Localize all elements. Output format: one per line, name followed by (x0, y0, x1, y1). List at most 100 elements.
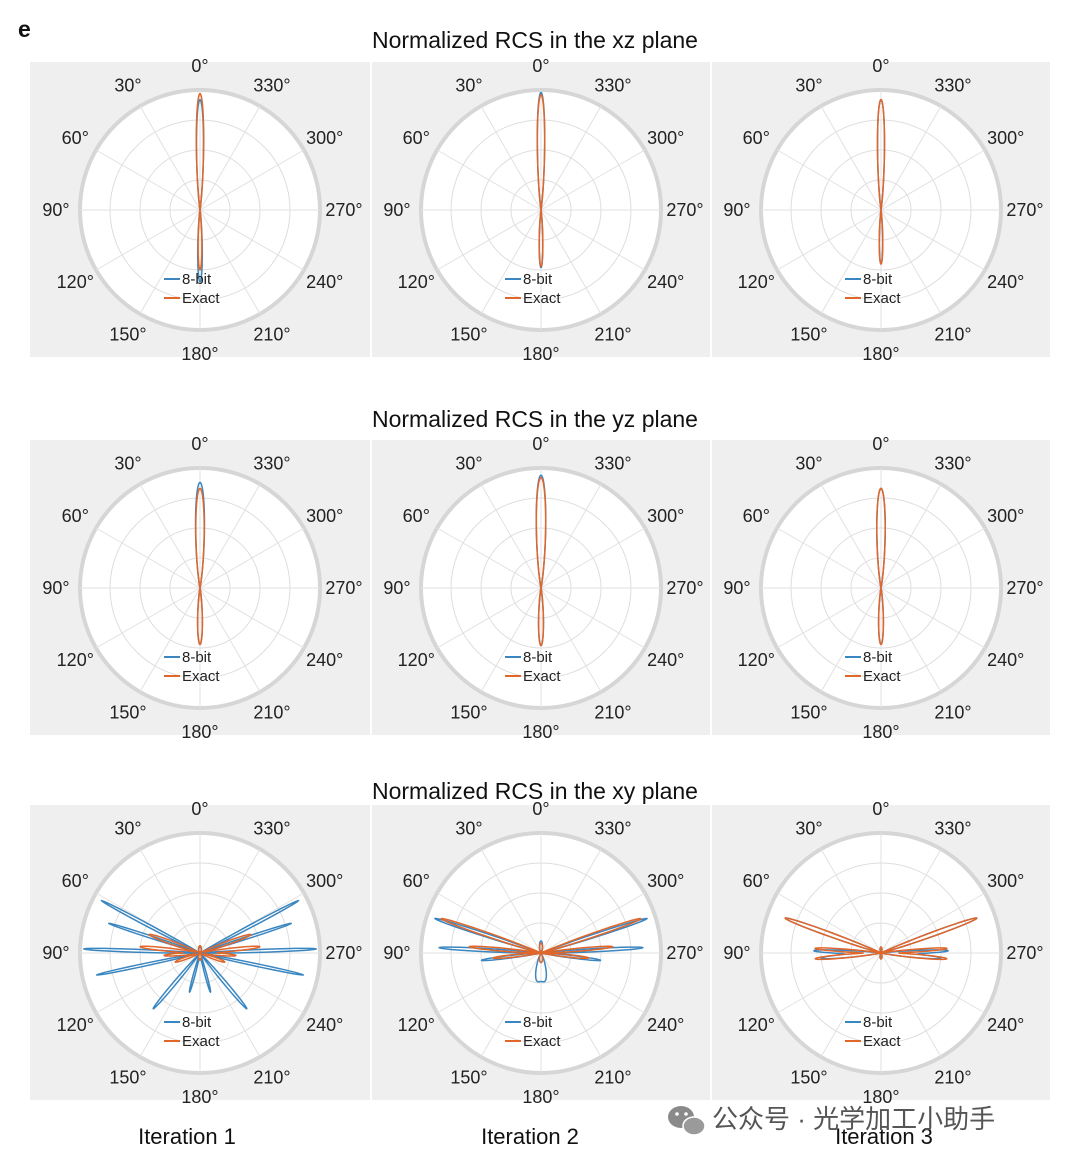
angular-grid-line (540, 587, 646, 649)
angular-grid-line (199, 587, 305, 649)
angle-tick-label: 270° (325, 200, 362, 220)
polar-panel: 0° 30° 60° 90° 120° 150° 180° 210° 240° 270° 300° 3… (30, 799, 370, 1107)
angular-grid-line (880, 105, 942, 211)
watermark: 公众号 · 光学加工小助手 (668, 1104, 995, 1136)
angle-tick-label: 180° (181, 344, 218, 364)
angle-tick-label: 330° (934, 453, 971, 473)
angle-tick-label: 60° (403, 128, 430, 148)
angular-grid-line (820, 587, 882, 693)
angle-tick-label: 150° (109, 703, 146, 723)
angular-grid-line (95, 527, 201, 589)
angular-grid-line (820, 105, 882, 211)
angle-tick-label: 0° (191, 434, 208, 454)
angle-tick-label: 60° (62, 871, 89, 891)
angle-tick-label: 180° (181, 1087, 218, 1107)
angle-tick-label: 0° (872, 799, 889, 819)
angle-tick-label: 90° (383, 943, 410, 963)
polar-panel: 0° 30° 60° 90° 120° 150° 180° 210° 240° 270° 300° 3… (712, 56, 1050, 364)
legend-entry: Exact (182, 668, 220, 685)
angle-tick-label: 30° (455, 75, 482, 95)
series-line-exact (440, 917, 642, 964)
angle-tick-label: 90° (723, 943, 750, 963)
angle-tick-label: 120° (57, 1015, 94, 1035)
angle-tick-label: 300° (647, 871, 684, 891)
legend: 8-bit Exact (505, 271, 561, 307)
series-line-exact (536, 94, 546, 268)
angle-tick-label: 0° (872, 434, 889, 454)
polar-panel: 0° 30° 60° 90° 120° 150° 180° 210° 240° 270° 300° 3… (712, 434, 1050, 742)
angle-tick-label: 270° (1006, 200, 1043, 220)
angular-grid-line (880, 892, 986, 954)
angular-grid-line (480, 952, 542, 1058)
angle-tick-label: 240° (647, 650, 684, 670)
polar-panel: 0° 30° 60° 90° 120° 150° 180° 210° 240° 270° 300° 3… (372, 799, 710, 1107)
angle-tick-label: 0° (191, 799, 208, 819)
angular-grid-line (436, 952, 542, 1014)
angular-grid-line (199, 527, 305, 589)
angle-tick-label: 300° (987, 128, 1024, 148)
legend-entry: Exact (863, 290, 901, 307)
angle-tick-label: 0° (532, 434, 549, 454)
angular-grid-line (199, 952, 261, 1058)
row-title: Normalized RCS in the xy plane (372, 778, 698, 804)
angular-grid-line (436, 209, 542, 271)
angle-tick-label: 30° (455, 453, 482, 473)
angular-grid-line (776, 209, 882, 271)
angle-tick-label: 120° (398, 1015, 435, 1035)
angle-tick-label: 270° (325, 578, 362, 598)
angular-grid-line (199, 483, 261, 589)
angle-tick-label: 90° (723, 200, 750, 220)
panels-layer: 0° 30° 60° 90° 120° 150° 180° 210° 240° 270° 300° 3… (30, 56, 1050, 1107)
legend-entry: 8-bit (182, 1014, 212, 1031)
angular-grid-line (820, 848, 882, 954)
angle-tick-label: 270° (1006, 943, 1043, 963)
angular-grid-line (480, 105, 542, 211)
angle-tick-label: 30° (114, 453, 141, 473)
angular-grid-line (820, 952, 882, 1058)
angle-tick-label: 60° (743, 506, 770, 526)
angular-grid-line (880, 952, 942, 1058)
polar-panel: 0° 30° 60° 90° 120° 150° 180° 210° 240° 270° 300° 3… (372, 434, 710, 742)
polar-panel: 0° 30° 60° 90° 120° 150° 180° 210° 240° 270° 300° 3… (30, 56, 370, 364)
angle-tick-label: 300° (306, 871, 343, 891)
angle-tick-label: 240° (987, 1015, 1024, 1035)
angular-grid-line (880, 149, 986, 211)
legend-entry: Exact (523, 668, 561, 685)
legend-entry: 8-bit (863, 649, 893, 666)
angular-grid-line (880, 209, 942, 315)
angle-tick-label: 270° (666, 943, 703, 963)
angular-grid-line (139, 848, 201, 954)
angular-grid-line (880, 848, 942, 954)
angle-tick-label: 90° (42, 943, 69, 963)
angle-tick-label: 300° (306, 506, 343, 526)
angle-tick-label: 210° (934, 325, 971, 345)
angular-grid-line (540, 149, 646, 211)
angular-grid-line (139, 952, 201, 1058)
column-labels: Iteration 1 Iteration 2 Iteration 3 (138, 1124, 933, 1149)
angular-grid-line (480, 209, 542, 315)
angular-grid-line (199, 149, 305, 211)
angle-tick-label: 30° (455, 818, 482, 838)
angle-tick-label: 120° (398, 272, 435, 292)
angle-tick-label: 90° (42, 578, 69, 598)
angular-grid-line (199, 209, 305, 271)
legend-entry: 8-bit (863, 271, 893, 288)
angular-grid-line (540, 952, 646, 1014)
angular-grid-line (880, 587, 986, 649)
column-label: Iteration 2 (481, 1124, 579, 1149)
angle-tick-label: 90° (383, 578, 410, 598)
angle-tick-label: 60° (62, 128, 89, 148)
angular-grid-line (139, 105, 201, 211)
angle-tick-label: 300° (987, 871, 1024, 891)
angular-grid-line (139, 209, 201, 315)
row-title: Normalized RCS in the xz plane (372, 27, 698, 53)
angular-grid-line (95, 149, 201, 211)
legend-entry: 8-bit (523, 1014, 553, 1031)
angle-tick-label: 120° (738, 650, 775, 670)
angle-tick-label: 0° (191, 56, 208, 76)
series-line-exact (195, 92, 205, 271)
angle-tick-label: 180° (862, 1087, 899, 1107)
series-line-exact (784, 917, 978, 961)
legend: 8-bit Exact (845, 1014, 901, 1050)
angle-tick-label: 300° (306, 128, 343, 148)
